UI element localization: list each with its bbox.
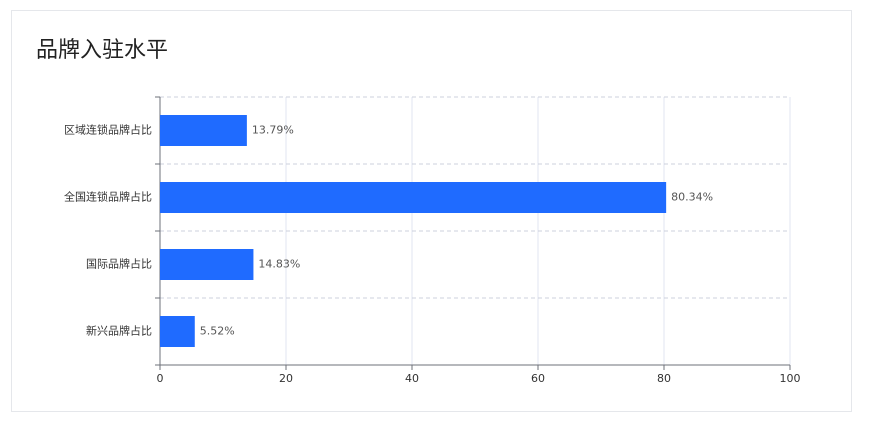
chart-title: 品牌入驻水平	[36, 38, 168, 63]
bar	[160, 115, 247, 146]
y-tick-label: 全国连锁品牌占比	[64, 190, 152, 204]
bar	[160, 249, 254, 280]
x-tick-label: 40	[405, 372, 419, 385]
value-label: 80.34%	[671, 191, 713, 204]
card	[11, 10, 852, 412]
value-label: 13.79%	[252, 124, 294, 137]
bar	[160, 182, 667, 213]
bar	[160, 316, 195, 347]
x-tick-label: 60	[531, 372, 545, 385]
y-tick-label: 国际品牌占比	[86, 257, 152, 271]
x-tick-label: 20	[279, 372, 293, 385]
x-tick-label: 80	[657, 372, 671, 385]
value-label: 5.52%	[200, 325, 235, 338]
x-tick-label: 100	[780, 372, 801, 385]
value-label: 14.83%	[258, 258, 300, 271]
y-tick-label: 新兴品牌占比	[86, 324, 152, 338]
x-tick-label: 0	[157, 372, 164, 385]
y-tick-label: 区域连锁品牌占比	[64, 123, 152, 137]
